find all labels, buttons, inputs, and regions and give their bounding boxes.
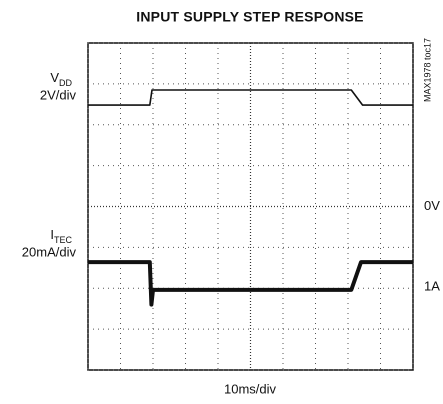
level-marker: 0V bbox=[424, 198, 440, 213]
trace bbox=[88, 260, 413, 307]
channel-name: I bbox=[50, 228, 54, 243]
channel-label: ITEC bbox=[50, 228, 72, 246]
channel-sub: TEC bbox=[54, 235, 73, 245]
x-axis-label: 10ms/div bbox=[224, 381, 277, 396]
level-marker: 1A bbox=[424, 278, 440, 293]
channel-label: VDD bbox=[50, 71, 72, 89]
side-note: MAX1978 toc17 bbox=[422, 38, 432, 102]
channel-scale: 20mA/div bbox=[22, 245, 77, 260]
channel-name: V bbox=[50, 71, 59, 86]
channel-sub: DD bbox=[59, 79, 72, 89]
channel-scale: 2V/div bbox=[40, 88, 77, 103]
chart-title: INPUT SUPPLY STEP RESPONSE bbox=[136, 9, 363, 25]
trace bbox=[88, 89, 413, 106]
